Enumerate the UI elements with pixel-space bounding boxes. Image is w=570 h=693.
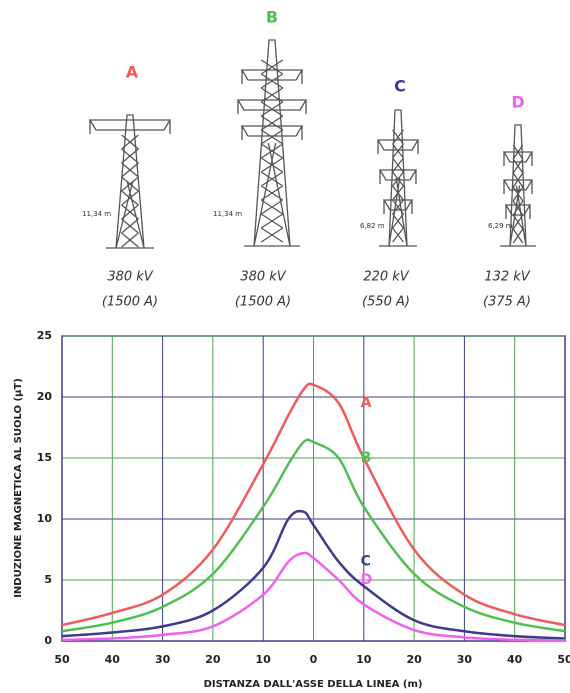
x-tick-label: 40 [105, 653, 121, 666]
x-tick-label: 20 [406, 653, 422, 666]
pylon-current: (1500 A) [235, 295, 291, 310]
y-tick-label: 10 [37, 512, 53, 525]
pylon-label: A [126, 63, 139, 82]
x-tick-label: 30 [457, 653, 473, 666]
pylon-height: 11,34 m [82, 210, 111, 218]
pylon-voltage: 380 kV [107, 270, 153, 285]
series-label: C [361, 554, 371, 570]
y-tick-label: 5 [44, 573, 52, 586]
tower [90, 115, 170, 248]
pylon-voltage: 380 kV [240, 270, 286, 285]
pylon-illustrations [90, 40, 536, 248]
x-tick-label: 10 [256, 653, 272, 666]
x-tick-label: 20 [205, 653, 221, 666]
pylon-label: D [511, 93, 524, 112]
pylon-voltage: 220 kV [363, 270, 409, 285]
y-tick-label: 15 [37, 451, 52, 464]
pylon-height: 6,29 m [488, 222, 513, 230]
tower [238, 40, 306, 246]
pylon-label: C [394, 77, 406, 96]
y-tick-label: 20 [37, 390, 53, 403]
y-tick-label: 25 [37, 329, 52, 342]
series-label: A [361, 395, 372, 411]
x-axis-label: DISTANZA DALL'ASSE DELLA LINEA (m) [204, 679, 423, 690]
y-tick-label: 0 [44, 634, 52, 647]
pylon-height: 11,34 m [213, 210, 242, 218]
x-tick-label: 10 [356, 653, 372, 666]
x-tick-label: 0 [310, 653, 318, 666]
x-tick-label: 50 [557, 653, 570, 666]
x-tick-label: 50 [54, 653, 70, 666]
x-tick-label: 40 [507, 653, 523, 666]
pylon-height: 6,82 m [360, 222, 385, 230]
pylon-label: B [266, 8, 278, 27]
y-axis-label: INDUZIONE MAGNETICA AL SUOLO (µT) [13, 378, 24, 598]
pylon-voltage: 132 kV [484, 270, 530, 285]
series-label: D [361, 572, 373, 588]
pylon-current: (1500 A) [102, 295, 158, 310]
page: A B C D 11,34 m 11,34 m 6,82 m 6,29 m 38… [0, 0, 570, 693]
x-tick-label: 30 [155, 653, 171, 666]
pylon-current: (550 A) [362, 295, 410, 310]
pylon-current: (375 A) [483, 295, 531, 310]
series-label: B [361, 450, 372, 466]
